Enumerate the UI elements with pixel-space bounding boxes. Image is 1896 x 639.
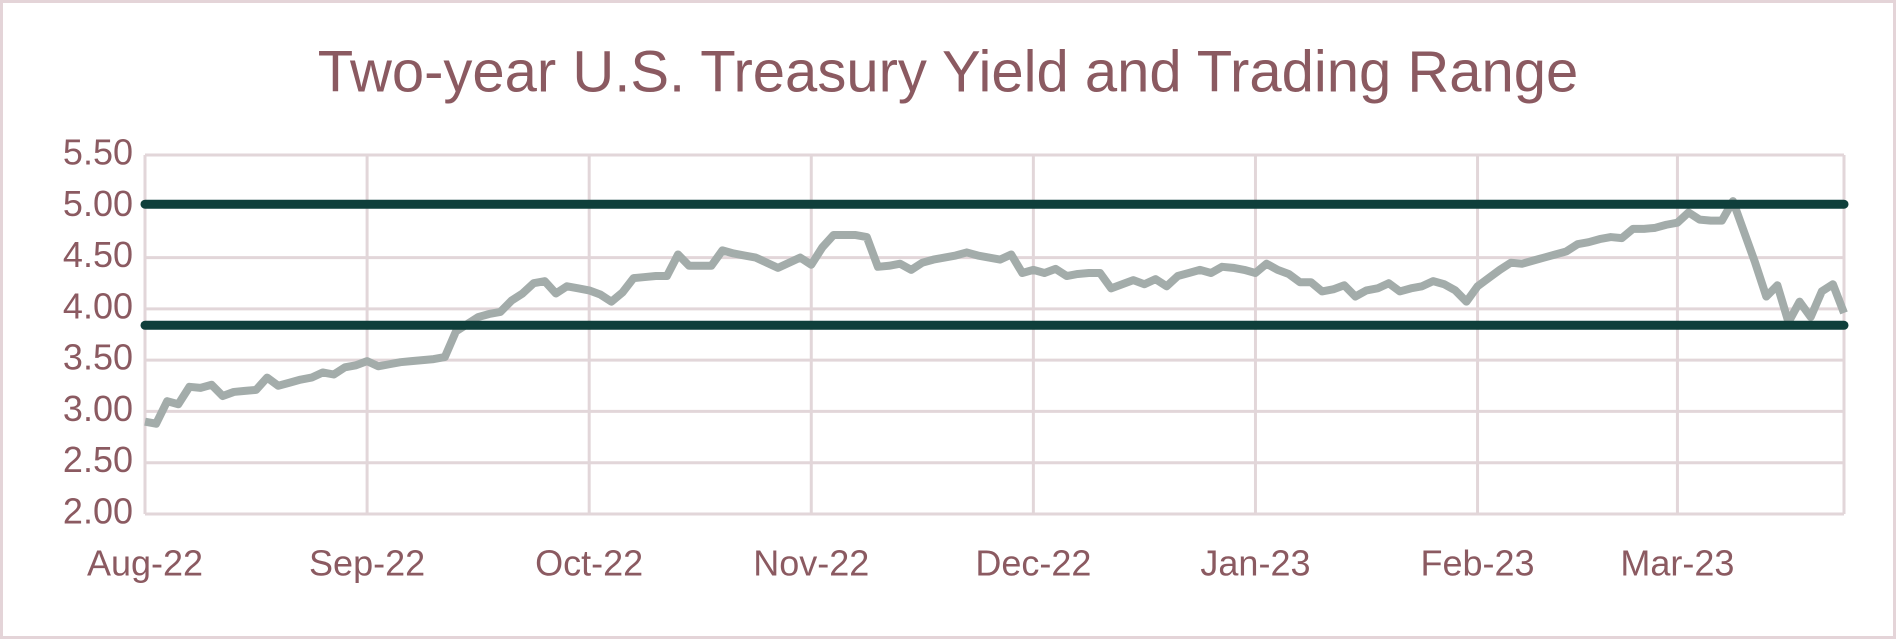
y-tick-label: 5.50	[63, 132, 133, 173]
x-tick-label: Oct-22	[535, 543, 643, 584]
x-tick-label: Aug-22	[87, 543, 203, 584]
x-tick-label: Nov-22	[753, 543, 869, 584]
y-tick-label: 2.50	[63, 439, 133, 480]
x-tick-label: Mar-23	[1620, 543, 1734, 584]
y-tick-label: 3.00	[63, 388, 133, 429]
y-tick-label: 5.00	[63, 183, 133, 224]
x-tick-label: Jan-23	[1200, 543, 1310, 584]
chart-title: Two-year U.S. Treasury Yield and Trading…	[318, 39, 1579, 104]
x-tick-label: Sep-22	[309, 543, 425, 584]
yield-line	[144, 197, 1848, 428]
x-tick-label: Dec-22	[975, 543, 1091, 584]
y-tick-label: 4.00	[63, 285, 133, 326]
y-tick-label: 3.50	[63, 337, 133, 378]
y-tick-label: 2.00	[63, 491, 133, 532]
y-tick-label: 4.50	[63, 234, 133, 275]
x-tick-label: Feb-23	[1421, 543, 1535, 584]
